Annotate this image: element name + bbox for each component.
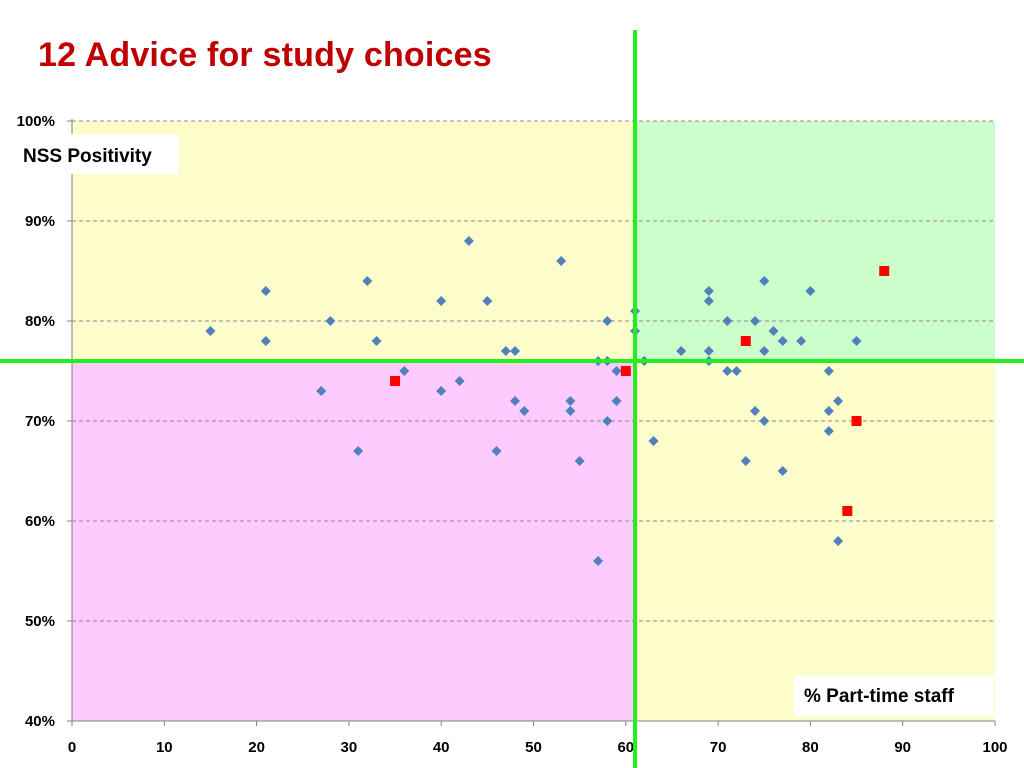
x-tick-label: 100 [982,739,1007,756]
data-point-square [620,366,631,376]
quadrant-bottom-right [635,361,995,721]
data-point-diamond [777,336,788,346]
x-tick-label: 50 [525,739,542,756]
y-tick-label: 50% [25,613,55,630]
data-point-square [851,416,862,426]
data-point-diamond [703,346,714,356]
data-point-square [842,506,853,516]
quadrant-dividers [0,30,1024,768]
xlabel: % Part-time staff [804,686,955,707]
ylabel-box [15,134,179,174]
data-point-diamond [722,316,733,326]
data-point-diamond [722,366,733,376]
data-point-diamond [740,456,751,466]
data-point-diamond [648,436,659,446]
data-point-diamond [371,336,382,346]
data-points [205,236,890,566]
data-point-diamond [796,336,807,346]
y-tick-label: 90% [25,213,55,230]
data-point-diamond [731,366,742,376]
data-point-diamond [593,556,604,566]
y-tick-label: 100% [17,113,55,130]
data-point-diamond [436,386,447,396]
ylabel: NSS Positivity [23,146,152,167]
x-tick-label: 80 [802,739,819,756]
data-point-diamond [750,406,761,416]
x-tick-label: 60 [617,739,634,756]
y-tick-label: 70% [25,413,55,430]
data-point-diamond [759,416,770,426]
data-point-diamond [463,236,474,246]
data-point-square [390,376,401,386]
data-point-diamond [602,316,613,326]
data-point-diamond [510,396,521,406]
data-point-diamond [436,296,447,306]
x-tick-label: 20 [248,739,265,756]
data-point-diamond [556,256,567,266]
data-point-diamond [260,336,271,346]
data-point-diamond [510,346,521,356]
y-tick-label: 60% [25,513,55,530]
data-point-diamond [750,316,761,326]
data-point-diamond [805,286,816,296]
x-tick-label: 40 [433,739,450,756]
data-point-diamond [676,346,687,356]
quadrant-top-right [635,121,995,361]
data-point-diamond [759,346,770,356]
data-point-diamond [399,366,410,376]
data-point-diamond [565,396,576,406]
data-point-diamond [454,376,465,386]
y-tick-label: 40% [25,713,55,730]
data-point-diamond [362,276,373,286]
data-point-diamond [611,396,622,406]
x-tick-label: 90 [894,739,911,756]
data-point-diamond [777,466,788,476]
xlabel-box [794,676,994,716]
data-point-diamond [602,416,613,426]
data-point-diamond [823,406,834,416]
data-point-diamond [325,316,336,326]
data-point-diamond [851,336,862,346]
data-point-diamond [823,366,834,376]
data-point-diamond [823,426,834,436]
data-point-diamond [491,446,502,456]
data-point-diamond [260,286,271,296]
axes [67,119,996,726]
x-tick-label: 30 [341,739,358,756]
x-tick-label: 70 [710,739,727,756]
data-point-diamond [574,456,585,466]
data-point-diamond [833,396,844,406]
data-point-diamond [205,326,216,336]
slide-title: 12 Advice for study choices [38,36,492,74]
axis-label-boxes: NSS Positivity % Part-time staff [15,134,994,716]
data-point-diamond [353,446,364,456]
tick-labels: 40% 50% 60% 70% 80% 90% 100% 0 10 20 30 40 50 60 70 80 9… [17,113,1008,756]
data-point-diamond [611,366,622,376]
x-tick-label: 0 [68,739,76,756]
quadrant-bottom-left [72,361,636,721]
data-point-diamond [703,296,714,306]
data-point-diamond [316,386,327,396]
data-point-square [740,336,751,346]
data-point-diamond [768,326,779,336]
data-point-diamond [565,406,576,416]
data-point-diamond [703,286,714,296]
data-point-diamond [759,276,770,286]
data-point-square [879,266,890,276]
data-point-diamond [482,296,493,306]
x-tick-label: 10 [156,739,173,756]
data-point-diamond [519,406,530,416]
data-point-diamond [500,346,511,356]
data-point-diamond [833,536,844,546]
y-tick-label: 80% [25,313,55,330]
